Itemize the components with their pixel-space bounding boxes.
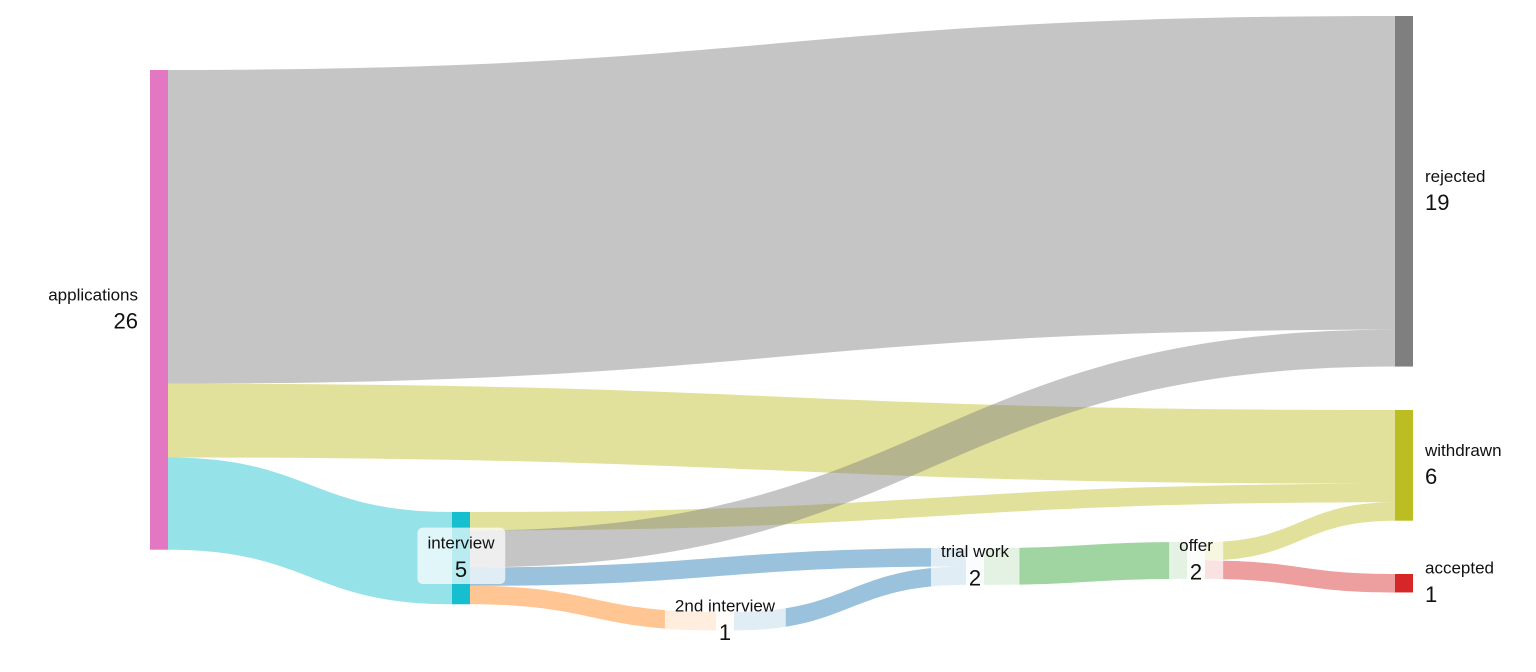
node-value: 6: [1425, 464, 1437, 489]
node-label: accepted: [1425, 559, 1494, 578]
link: [470, 548, 966, 586]
node-value: 2: [969, 565, 981, 590]
node-label: 2nd interview: [675, 597, 776, 616]
node-label: trial work: [941, 542, 1010, 561]
node-value: 1: [1425, 582, 1437, 607]
link: [168, 383, 1395, 484]
node: [1395, 574, 1413, 593]
label-background: [1169, 529, 1224, 587]
link: [470, 585, 716, 631]
node-label: interview: [427, 534, 495, 553]
link: [1205, 502, 1395, 561]
node-value: 5: [455, 557, 467, 582]
node-value: 19: [1425, 190, 1449, 215]
node-label: withdrawn: [1424, 441, 1502, 460]
link: [734, 566, 966, 631]
link: [984, 542, 1187, 585]
link: [470, 329, 1395, 568]
node: [150, 70, 168, 550]
node: [1395, 410, 1413, 521]
node-label: offer: [1179, 536, 1213, 555]
node: [1395, 16, 1413, 367]
links: [168, 16, 1395, 631]
label-background: [930, 535, 1020, 593]
link: [168, 16, 1395, 384]
label-background: [417, 527, 506, 584]
node-value: 2: [1190, 559, 1202, 584]
node-value: 1: [719, 620, 731, 645]
label-background: [664, 590, 786, 648]
link: [470, 483, 1395, 531]
node-label: applications: [48, 285, 138, 304]
node-label: rejected: [1425, 167, 1485, 186]
node-value: 26: [114, 309, 138, 334]
link: [1205, 560, 1395, 593]
link: [168, 457, 452, 605]
